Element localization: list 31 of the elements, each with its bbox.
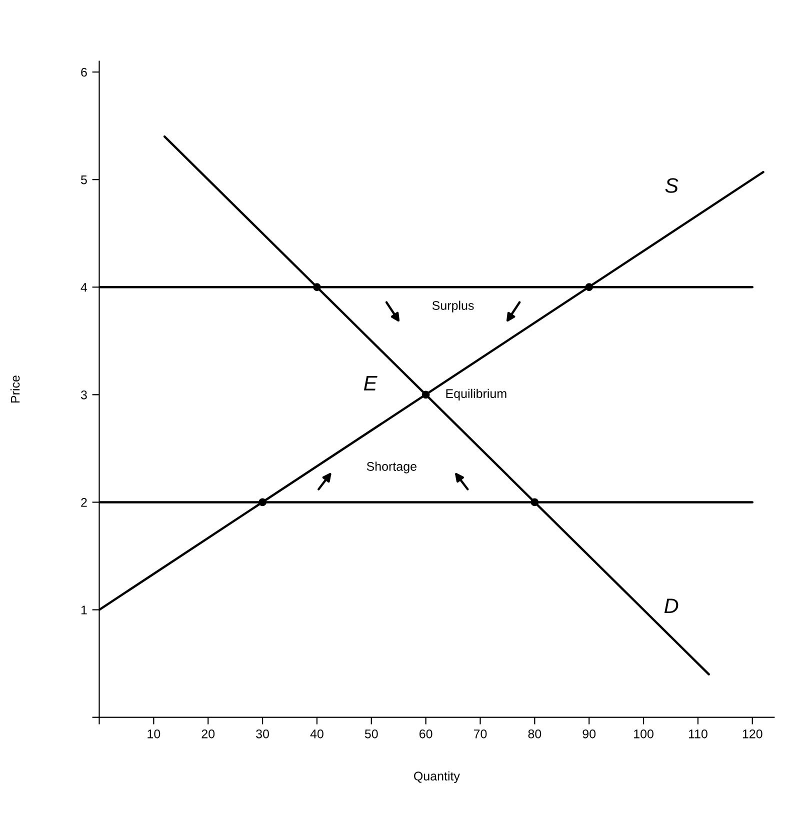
annotation: S xyxy=(665,178,678,193)
y-tick-label: 2 xyxy=(81,498,87,507)
x-tick-label: 60 xyxy=(420,729,432,738)
x-tick-label: 50 xyxy=(364,729,378,738)
x-tick-label: 30 xyxy=(256,729,269,738)
x-tick-label: 100 xyxy=(634,729,654,738)
x-tick-label: 10 xyxy=(148,729,160,738)
annotation: E xyxy=(364,376,378,390)
x-tick-label: 20 xyxy=(202,729,215,738)
annotation: Shortage xyxy=(366,462,416,474)
y-tick-label: 6 xyxy=(81,68,87,77)
point xyxy=(530,498,539,506)
x-tick-label: 40 xyxy=(310,729,324,738)
y-tick-label: 3 xyxy=(80,390,87,400)
x-tick-label: 90 xyxy=(582,729,596,738)
x-tick-label: 120 xyxy=(742,729,762,738)
point xyxy=(422,390,430,399)
x-axis-title: Quantity xyxy=(414,771,460,783)
y-tick-label: 1 xyxy=(81,606,87,614)
y-axis-title: Price xyxy=(10,376,20,403)
x-tick-label: 70 xyxy=(474,729,487,738)
x-tick-label: 110 xyxy=(688,729,708,738)
x-tick-label: 80 xyxy=(528,729,542,738)
point xyxy=(258,498,266,506)
y-tick-label: 4 xyxy=(80,283,88,292)
y-tick-label: 5 xyxy=(80,176,87,184)
point xyxy=(585,283,594,292)
annotation: D xyxy=(664,598,678,614)
point xyxy=(313,283,321,292)
annotation: Surplus xyxy=(432,300,474,312)
annotation: Equilibrium xyxy=(446,388,506,401)
